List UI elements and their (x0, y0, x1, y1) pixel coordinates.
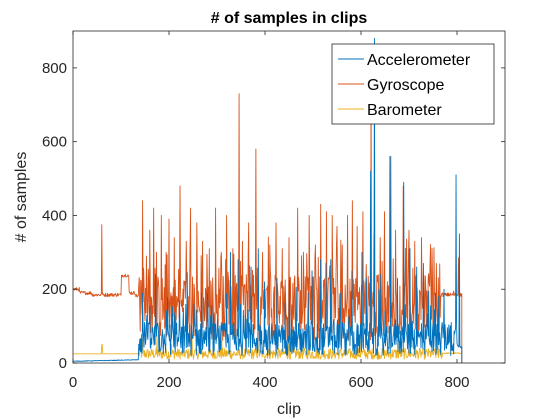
x-ticks: 0 200 400 600 800 (69, 31, 470, 391)
axes-box (72, 30, 506, 364)
y-tick-label: 200 (42, 281, 67, 298)
y-tick-label: 400 (42, 207, 67, 224)
y-tick-label: 800 (42, 60, 67, 77)
x-tick-label: 600 (348, 374, 373, 391)
x-tick-label: 800 (444, 374, 469, 391)
y-tick-label: 0 (59, 355, 67, 372)
x-tick-label: 400 (252, 374, 277, 391)
legend-label-gyroscope: Gyroscope (367, 77, 444, 94)
y-tick-label: 600 (42, 134, 67, 151)
chart-title: # of samples in clips (211, 10, 368, 27)
legend: Accelerometer Gyroscope Barometer (331, 43, 495, 125)
legend-label-accelerometer: Accelerometer (367, 52, 471, 69)
x-axis-label: clip (277, 401, 301, 418)
y-axis-label: # of samples (13, 152, 30, 243)
x-tick-label: 0 (69, 374, 77, 391)
y-ticks: 0 200 400 600 800 (42, 60, 505, 372)
x-tick-label: 200 (156, 374, 181, 391)
series-layer (73, 37, 463, 363)
legend-label-barometer: Barometer (367, 102, 442, 119)
series-line-accelerometer (73, 37, 463, 363)
